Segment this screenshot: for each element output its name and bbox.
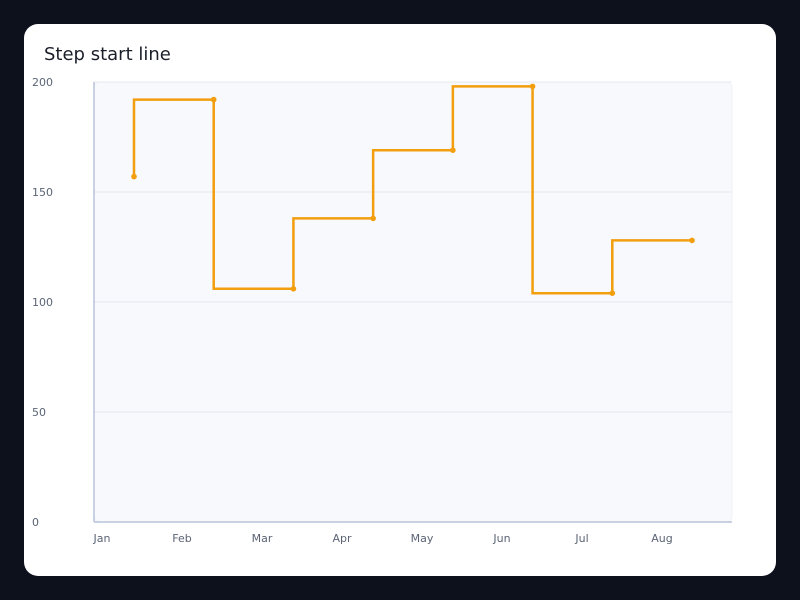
x-tick-label: Jan [93, 532, 111, 545]
chart-card: Step start line 0 50 100 150 200 Jan Feb Mar Apr… [24, 24, 776, 576]
data-point [689, 237, 695, 244]
data-point [370, 215, 376, 222]
x-tick-label: Aug [651, 532, 672, 545]
y-tick-label: 200 [32, 76, 53, 89]
series-line [132, 85, 692, 295]
data-point [131, 173, 137, 180]
chart-svg: 0 50 100 150 200 Jan Feb Mar Apr May Jun Jul Aug [32, 76, 733, 545]
x-tick-label: Jun [492, 532, 510, 545]
data-point [609, 290, 616, 297]
data-point [210, 96, 217, 103]
y-tick-label: 0 [32, 516, 39, 529]
data-point [529, 83, 536, 90]
y-tick-label: 150 [32, 186, 53, 199]
data-point [290, 286, 297, 292]
chart-title: Step start line [44, 44, 171, 65]
data-point [450, 147, 456, 153]
x-tick-label: May [411, 532, 434, 545]
x-tick-label: Apr [332, 532, 352, 545]
x-tick-label: Mar [252, 532, 273, 545]
x-tick-label: Feb [172, 532, 191, 545]
y-tick-label: 50 [32, 406, 46, 419]
y-tick-label: 100 [32, 296, 53, 309]
x-tick-label: Jul [574, 532, 588, 545]
